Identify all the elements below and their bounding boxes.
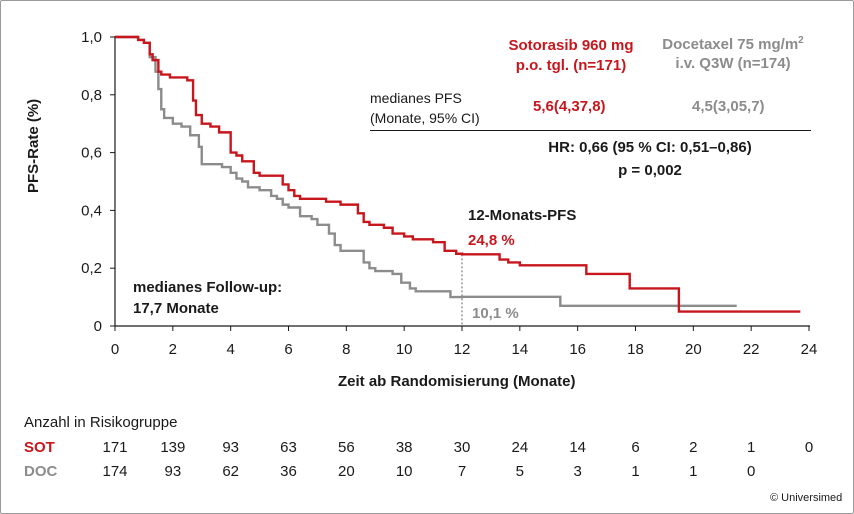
- annotation-followup-line1: medianes Follow-up:: [133, 279, 283, 296]
- median-pfs-label-line1: medianes PFS: [370, 90, 462, 106]
- x-axis-label: Zeit ab Randomisierung (Monate): [338, 373, 576, 390]
- p-value: p = 0,002: [618, 162, 682, 179]
- legend-docetaxel: Docetaxel 75 mg/m2 i.v. Q3W (n=174): [648, 35, 818, 72]
- risk-cell: 0: [746, 463, 756, 480]
- risk-cell: 171: [102, 439, 128, 456]
- risk-cell: 14: [569, 439, 586, 456]
- risk-cell: 10: [395, 463, 413, 480]
- legend-sotorasib: Sotorasib 960 mg p.o. tgl. (n=171): [496, 37, 646, 74]
- risk-cell: 7: [457, 463, 467, 480]
- risk-cell: 63: [280, 439, 297, 456]
- annotation-12m-label: 12-Monats-PFS: [468, 207, 577, 224]
- risk-cell: 1: [746, 439, 756, 456]
- y-tick-label: 0,6: [81, 145, 102, 162]
- x-tick-label: 18: [627, 341, 644, 358]
- annotation-followup-line2: 17,7 Monate: [133, 300, 219, 317]
- risk-row-label-sot: SOT: [24, 439, 55, 456]
- risk-table-title: Anzahl in Risikogruppe: [24, 414, 178, 431]
- risk-row-sot: 171 139 93 63 56 38 30 24 14 6 2 1 0: [0, 439, 854, 459]
- y-tick-label: 1,0: [81, 29, 102, 46]
- x-tick-label: 4: [226, 341, 234, 358]
- x-tick-label: 0: [111, 341, 119, 358]
- risk-cell: 3: [573, 463, 582, 480]
- x-tick-label: 16: [569, 341, 586, 358]
- risk-cell: 38: [395, 439, 413, 456]
- annotation-12m-sot: 24,8 %: [468, 232, 515, 249]
- x-tick-label: 8: [342, 341, 350, 358]
- risk-cell: 36: [280, 463, 297, 480]
- median-pfs-label: medianes PFS (Monate, 95% CI): [370, 88, 480, 128]
- risk-cell: 174: [102, 463, 128, 480]
- risk-cell: 2: [689, 439, 698, 456]
- stats-divider: [370, 130, 811, 131]
- x-tick-label: 24: [801, 341, 818, 358]
- risk-cell: 6: [631, 439, 640, 456]
- copyright: © Universimed: [770, 492, 843, 504]
- risk-cell: 30: [453, 439, 471, 456]
- x-tick-label: 14: [511, 341, 528, 358]
- risk-cell: 5: [515, 463, 524, 480]
- risk-cell: 24: [511, 439, 529, 456]
- risk-cell: 56: [337, 439, 355, 456]
- risk-cell: 93: [222, 439, 239, 456]
- y-tick-label: 0,4: [81, 202, 102, 219]
- risk-cell: 62: [222, 463, 239, 480]
- annotation-followup: medianes Follow-up: 17,7 Monate: [133, 277, 282, 319]
- risk-cell: 1: [689, 463, 698, 480]
- y-axis-label: PFS-Rate (%): [25, 98, 42, 193]
- x-tick-label: 2: [169, 341, 177, 358]
- median-pfs-label-line2: (Monate, 95% CI): [370, 110, 480, 126]
- annotation-12m-doc: 10,1 %: [472, 305, 519, 322]
- x-tick-label: 22: [743, 341, 760, 358]
- y-tick-label: 0: [94, 318, 102, 335]
- risk-cell: 1: [631, 463, 640, 480]
- y-tick-label: 0,8: [81, 87, 102, 104]
- y-tick-label: 0,2: [81, 260, 102, 277]
- km-curve-docetaxel: [115, 35, 737, 307]
- x-tick-label: 10: [396, 341, 413, 358]
- hazard-ratio: HR: 0,66 (95 % CI: 0,51–0,86): [548, 139, 752, 156]
- km-curve-sotorasib: [115, 35, 801, 313]
- risk-cell: 20: [337, 463, 355, 480]
- x-tick-label: 12: [454, 341, 471, 358]
- x-tick-label: 20: [685, 341, 702, 358]
- risk-cell: 93: [164, 463, 182, 480]
- risk-cell: 139: [160, 439, 186, 456]
- x-tick-label: 6: [284, 341, 292, 358]
- risk-row-label-doc: DOC: [24, 463, 58, 480]
- legend-docetaxel-line1: Docetaxel 75 mg/m2: [662, 35, 804, 53]
- legend-docetaxel-line2: i.v. Q3W (n=174): [675, 55, 791, 72]
- risk-row-doc: 174 93 62 36 20 10 7 5 3 1 1 0: [0, 463, 854, 483]
- risk-cell: 0: [804, 439, 814, 456]
- sot-median-pfs: 5,6(4,37,8): [533, 98, 606, 115]
- doc-median-pfs: 4,5(3,05,7): [692, 98, 765, 115]
- legend-sotorasib-line1: Sotorasib 960 mg: [508, 37, 634, 54]
- legend-sotorasib-line2: p.o. tgl. (n=171): [515, 57, 627, 74]
